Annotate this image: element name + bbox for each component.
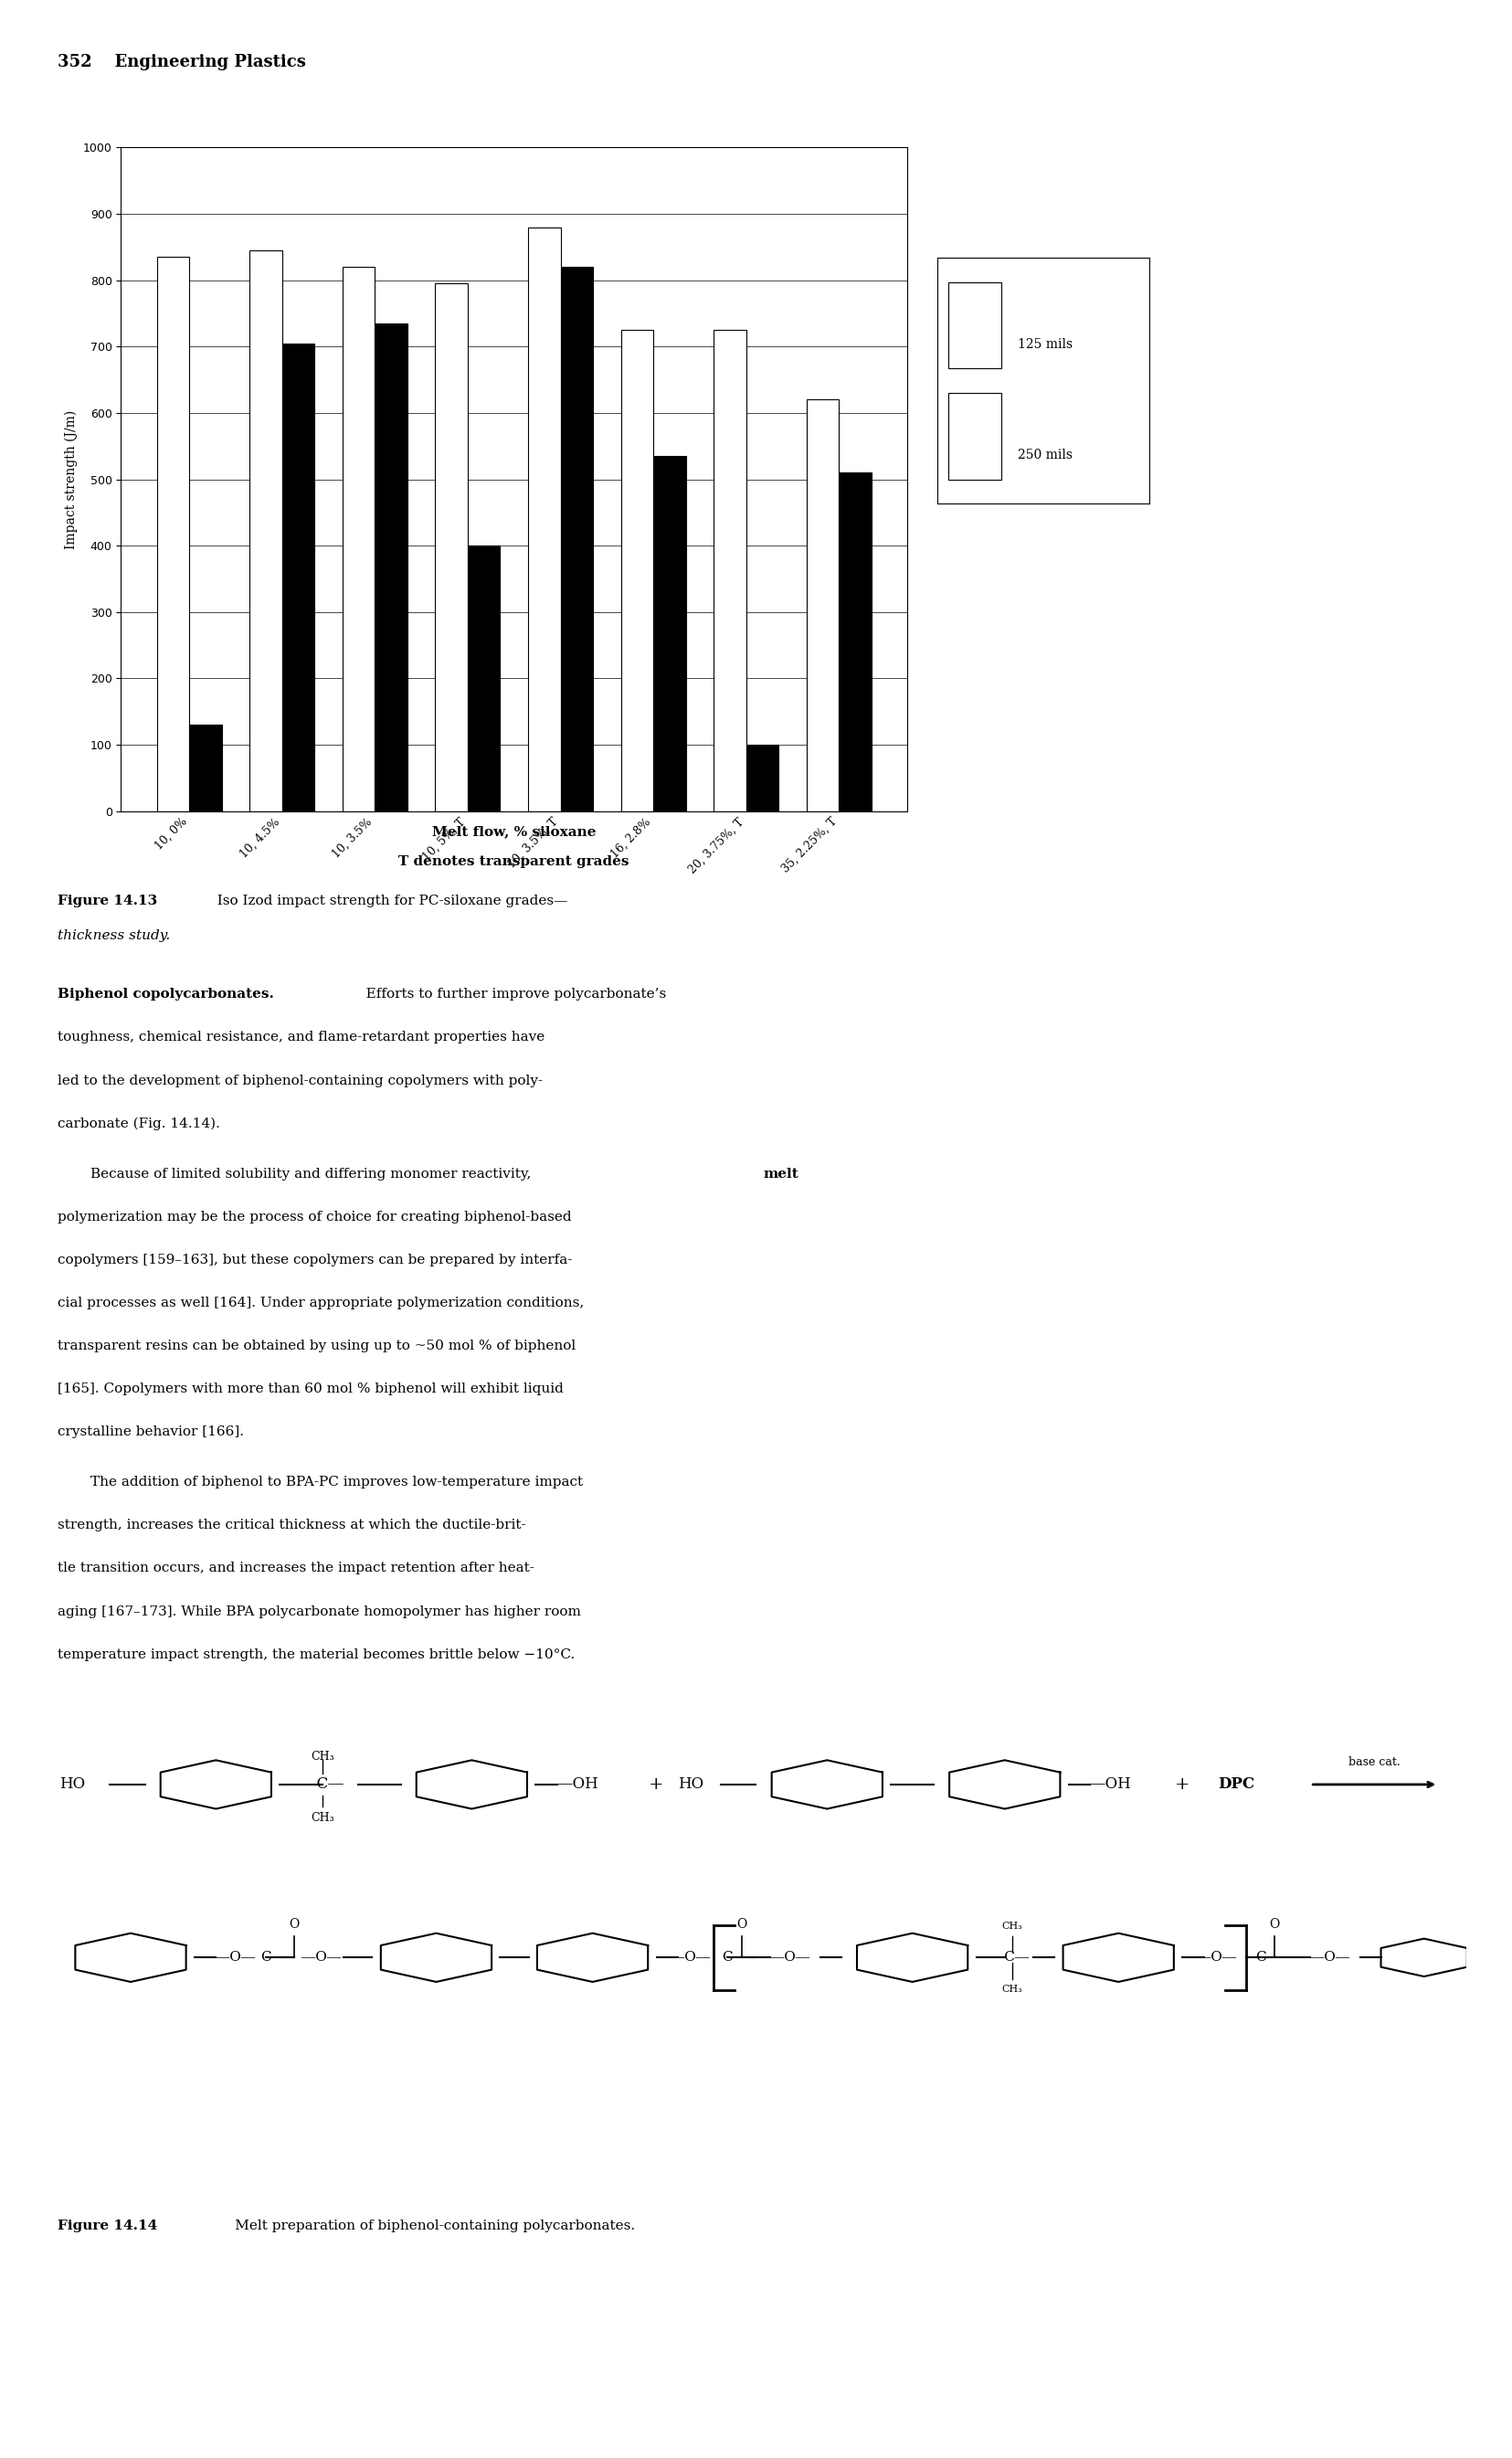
Bar <box>745 745 779 811</box>
Text: ―C―: ―C― <box>301 1777 343 1792</box>
FancyBboxPatch shape <box>948 283 1001 369</box>
Text: strength, increases the critical thickness at which the ductile-brit-: strength, increases the critical thickne… <box>57 1519 526 1531</box>
Text: ―C―: ―C― <box>990 1952 1030 1964</box>
Text: Biphenol copolycarbonates.: Biphenol copolycarbonates. <box>57 988 274 1000</box>
Text: +: + <box>649 1777 664 1792</box>
Bar <box>249 251 283 811</box>
Text: crystalline behavior [166].: crystalline behavior [166]. <box>57 1426 243 1438</box>
Text: O: O <box>1270 1917 1279 1930</box>
Text: DPC: DPC <box>1219 1777 1255 1792</box>
Text: HO: HO <box>677 1777 703 1792</box>
Text: T denotes transparent grades: T denotes transparent grades <box>399 855 629 868</box>
Text: Melt flow, % siloxane: Melt flow, % siloxane <box>432 826 596 838</box>
Text: ―O―: ―O― <box>301 1952 340 1964</box>
Text: [165]. Copolymers with more than 60 mol % biphenol will exhibit liquid: [165]. Copolymers with more than 60 mol … <box>57 1381 564 1396</box>
Text: temperature impact strength, the material becomes brittle below −10°C.: temperature impact strength, the materia… <box>57 1647 575 1662</box>
Text: HO: HO <box>59 1777 85 1792</box>
Text: 250 mils: 250 mils <box>1018 447 1072 462</box>
Bar <box>839 472 871 811</box>
Bar <box>528 226 561 811</box>
Text: ―OH: ―OH <box>1090 1777 1131 1792</box>
Text: CH₃: CH₃ <box>311 1750 334 1762</box>
Text: The addition of biphenol to BPA-PC improves low-temperature impact: The addition of biphenol to BPA-PC impro… <box>91 1475 584 1490</box>
Bar <box>621 329 653 811</box>
Text: aging [167–173]. While BPA polycarbonate homopolymer has higher room: aging [167–173]. While BPA polycarbonate… <box>57 1605 581 1617</box>
Text: CH₃: CH₃ <box>1001 1984 1022 1993</box>
Bar <box>342 268 375 811</box>
Bar <box>806 401 839 811</box>
Text: toughness, chemical resistance, and flame-retardant properties have: toughness, chemical resistance, and flam… <box>57 1032 544 1045</box>
Text: O: O <box>736 1917 747 1930</box>
Text: CH₃: CH₃ <box>311 1812 334 1824</box>
Text: transparent resins can be obtained by using up to ~50 mol % of biphenol: transparent resins can be obtained by us… <box>57 1340 576 1352</box>
Text: 352    Engineering Plastics: 352 Engineering Plastics <box>57 54 305 71</box>
Bar <box>714 329 745 811</box>
Text: melt: melt <box>764 1168 798 1180</box>
Text: Figure 14.13: Figure 14.13 <box>57 895 157 907</box>
Text: copolymers [159–163], but these copolymers can be prepared by interfa-: copolymers [159–163], but these copolyme… <box>57 1254 572 1266</box>
Bar <box>467 546 500 811</box>
Text: Figure 14.14: Figure 14.14 <box>57 2220 157 2232</box>
Text: ―O―: ―O― <box>1311 1952 1350 1964</box>
Text: CH₃: CH₃ <box>1001 1922 1022 1930</box>
Text: C: C <box>1255 1952 1266 1964</box>
Bar <box>283 344 314 811</box>
Bar <box>157 258 189 811</box>
Text: tle transition occurs, and increases the impact retention after heat-: tle transition occurs, and increases the… <box>57 1563 534 1576</box>
Text: base cat.: base cat. <box>1349 1757 1400 1767</box>
Bar <box>435 283 467 811</box>
Text: carbonate (Fig. 14.14).: carbonate (Fig. 14.14). <box>57 1116 219 1131</box>
Y-axis label: Impact strength (J/m): Impact strength (J/m) <box>65 410 79 548</box>
Bar <box>189 725 222 811</box>
Text: C: C <box>723 1952 733 1964</box>
Bar <box>375 324 407 811</box>
Text: +: + <box>1175 1777 1190 1792</box>
Bar <box>653 457 686 811</box>
Text: ―O―: ―O― <box>770 1952 809 1964</box>
Text: thickness study.: thickness study. <box>57 929 169 941</box>
Text: O: O <box>289 1917 299 1930</box>
Text: ―O―: ―O― <box>1196 1952 1235 1964</box>
Text: polymerization may be the process of choice for creating biphenol-based: polymerization may be the process of cho… <box>57 1209 572 1224</box>
Bar <box>561 268 593 811</box>
Text: Because of limited solubility and differing monomer reactivity,: Because of limited solubility and differ… <box>91 1168 535 1180</box>
Text: ―O―: ―O― <box>216 1952 256 1964</box>
Text: Efforts to further improve polycarbonate’s: Efforts to further improve polycarbonate… <box>352 988 665 1000</box>
Text: cial processes as well [164]. Under appropriate polymerization conditions,: cial processes as well [164]. Under appr… <box>57 1298 584 1310</box>
Text: Melt preparation of biphenol-containing polycarbonates.: Melt preparation of biphenol-containing … <box>209 2220 635 2232</box>
Text: ―OH: ―OH <box>556 1777 597 1792</box>
Text: C: C <box>260 1952 271 1964</box>
Text: Iso Izod impact strength for PC-siloxane grades—: Iso Izod impact strength for PC-siloxane… <box>209 895 569 907</box>
FancyBboxPatch shape <box>948 393 1001 479</box>
Text: ―O―: ―O― <box>671 1952 711 1964</box>
Text: led to the development of biphenol-containing copolymers with poly-: led to the development of biphenol-conta… <box>57 1074 543 1086</box>
Text: 125 mils: 125 mils <box>1018 337 1074 351</box>
